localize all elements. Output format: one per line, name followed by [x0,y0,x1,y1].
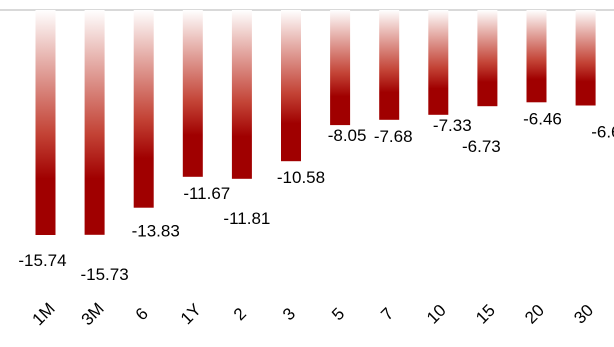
x-tick-label-10: 10 [423,301,450,328]
bar-5 [330,10,351,126]
x-tick-label-30: 30 [570,301,597,328]
bar-30 [575,10,596,106]
x-tick-label-1m: 1M [29,299,59,329]
x-tick-label-5: 5 [328,304,348,324]
bar-6 [133,10,154,208]
value-label-10: -7.33 [433,116,472,135]
bar-20 [526,10,547,103]
value-label-20: -6.46 [523,109,562,128]
value-label-7: -7.68 [374,127,413,146]
bar-10 [428,10,449,115]
x-tick-label-7: 7 [377,304,397,324]
value-label-1m: -15.74 [18,251,66,270]
value-label-5: -8.05 [328,126,367,145]
value-label-30: -6.68 [591,123,614,142]
x-tick-label-2: 2 [230,304,250,324]
x-tick-label-15: 15 [472,301,499,328]
value-label-15: -6.73 [462,137,501,156]
bar-3 [281,10,301,162]
bar-2 [231,10,252,179]
x-tick-label-20: 20 [521,301,548,328]
bar-1m [35,10,56,235]
value-label-3: -10.58 [277,168,325,187]
bar-7 [379,10,400,120]
value-label-3m: -15.73 [80,265,128,284]
x-tick-label-6: 6 [132,304,152,324]
x-tick-label-1y: 1Y [177,300,205,328]
value-label-2: -11.81 [223,209,270,228]
x-tick-label-3: 3 [279,304,299,324]
x-tick-label-3m: 3M [78,299,108,329]
bar-3m [84,10,105,235]
value-label-1y: -11.67 [183,184,230,203]
bar-15 [477,10,498,107]
value-label-6: -13.83 [132,222,180,241]
bar-1y [182,10,203,177]
